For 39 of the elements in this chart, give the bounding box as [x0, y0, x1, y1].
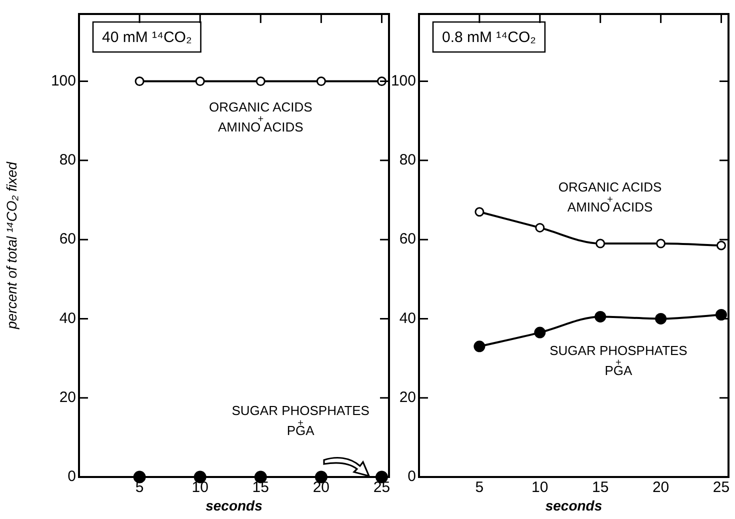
y-tick-label: 40 [399, 310, 416, 327]
text: 40 mM ¹⁴CO₂ [102, 29, 192, 46]
x-tick-label: 10 [532, 479, 548, 496]
y-tick-label: 0 [408, 468, 416, 486]
y-tick-label: 40 [59, 310, 76, 327]
series-label: ORGANIC ACIDS + AMINO ACIDS [558, 180, 662, 215]
x-axis-title: seconds [545, 497, 602, 514]
x-tick-label: 10 [192, 479, 208, 496]
y-tick-label: 100 [390, 72, 416, 90]
y-tick-label: 60 [59, 230, 76, 248]
point [596, 238, 606, 248]
x-tick-label: 15 [592, 479, 609, 496]
point [474, 207, 484, 217]
y-tick-label: 20 [399, 388, 416, 406]
point [534, 326, 546, 338]
y-tick-label: 20 [59, 388, 76, 406]
point [594, 310, 606, 322]
text: 0.8 mM ¹⁴CO₂ [442, 29, 536, 46]
point [715, 309, 727, 320]
x-tick-label: 5 [475, 479, 484, 496]
text: SUGAR PHOSPHATES + PGA [232, 403, 370, 438]
y-tick-label: 60 [399, 230, 416, 248]
point [656, 238, 666, 248]
x-tick-label: 20 [312, 479, 330, 496]
y-tick-label: 80 [399, 152, 416, 169]
point [655, 312, 667, 324]
y-tick-label: 0 [68, 468, 76, 486]
x-tick-label: 25 [712, 479, 730, 496]
x-tick-label: 20 [652, 479, 670, 496]
series-label: ORGANIC ACIDS + AMINO ACIDS [208, 99, 313, 134]
y-tick-label: 100 [50, 72, 76, 90]
point [716, 240, 726, 250]
series-label: SUGAR PHOSPHATES + PGA [550, 342, 688, 378]
y-axis-title: percent of total ¹⁴CO₂ fixed [3, 160, 20, 330]
x-tick-label: 15 [252, 479, 269, 496]
y-tick-label: 80 [59, 152, 76, 169]
point [474, 340, 486, 352]
x-axis-title: seconds [206, 497, 263, 514]
point [535, 222, 545, 232]
